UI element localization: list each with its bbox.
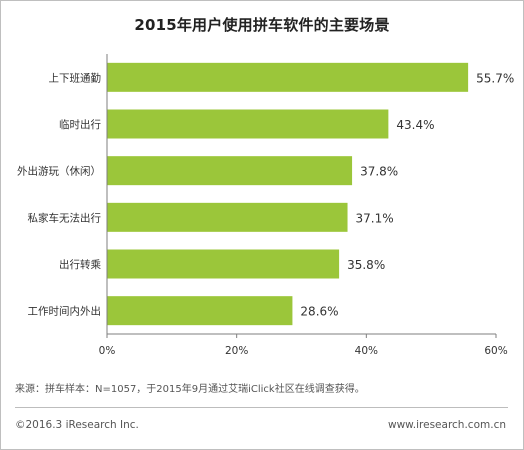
value-label: 37.1% (356, 211, 394, 225)
category-label: 外出游玩（休闲） (17, 165, 101, 178)
value-label: 37.8% (360, 165, 398, 179)
category-label: 出行转乘 (59, 258, 101, 271)
bar (107, 202, 348, 232)
copyright-text: ©2016.3 iResearch Inc. (15, 419, 139, 431)
chart-title: 2015年用户使用拼车软件的主要场景 (134, 16, 390, 34)
x-tick-label: 20% (225, 345, 248, 357)
footer-divider (15, 407, 508, 408)
category-label: 私家车无法出行 (28, 211, 102, 224)
category-label: 临时出行 (59, 118, 101, 131)
x-tick-label: 40% (355, 345, 378, 357)
bar (107, 109, 389, 139)
value-label: 55.7% (476, 71, 514, 85)
bar (107, 156, 353, 186)
category-label: 工作时间内外出 (28, 305, 102, 318)
bar (107, 62, 469, 92)
x-tick-label: 0% (99, 345, 116, 357)
bar (107, 296, 293, 326)
x-tick-label: 60% (484, 345, 507, 357)
bar (107, 249, 340, 279)
website-link[interactable]: www.iresearch.com.cn (387, 419, 506, 431)
bar-chart: 上下班通勤 55.7% 临时出行 43.4% 外出游玩（休闲） 37.8% 私家车无法出行 3… (17, 54, 514, 357)
value-label: 35.8% (347, 258, 385, 272)
source-note: 来源：拼车样本：N=1057，于2015年9月通过艾瑞iClick社区在线调查获… (15, 384, 365, 395)
value-label: 28.6% (300, 305, 338, 319)
category-label: 上下班通勤 (49, 71, 102, 84)
value-label: 43.4% (396, 118, 434, 132)
